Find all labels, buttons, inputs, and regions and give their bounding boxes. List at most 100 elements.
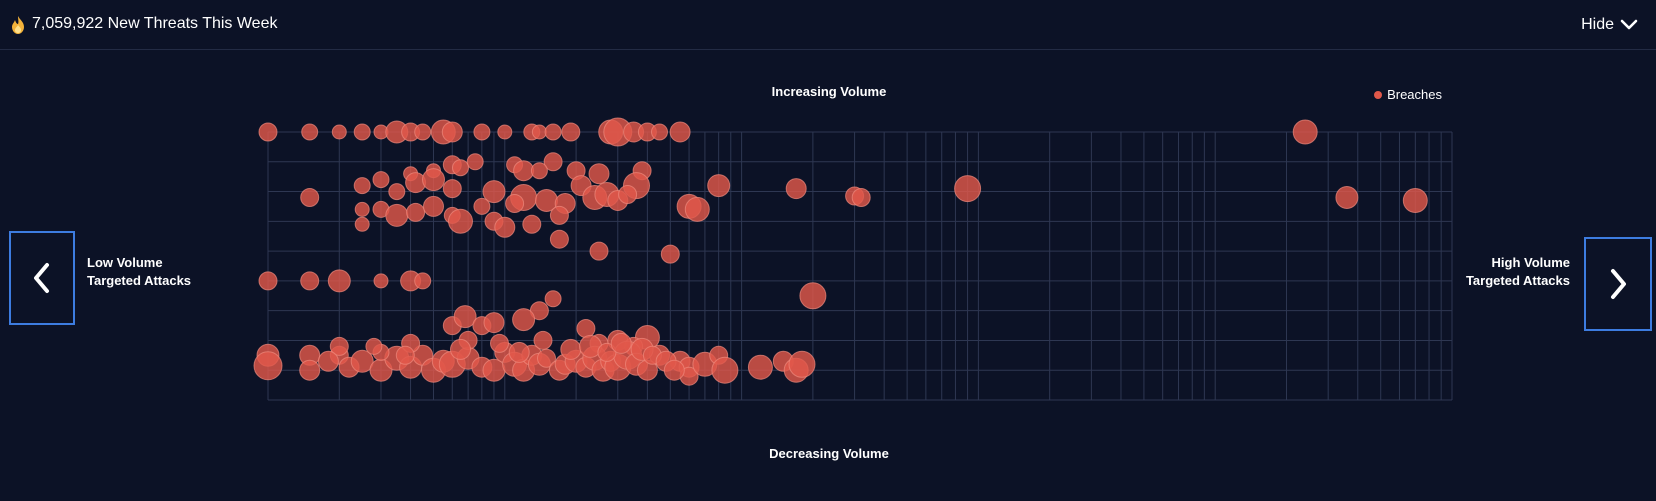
breach-bubble[interactable] [258,271,278,291]
breach-bubble[interactable] [560,338,582,360]
left-label-line-2: Targeted Attacks [87,273,192,288]
breach-bubble[interactable] [954,175,982,203]
breach-bubble[interactable] [1335,186,1359,209]
breach-bubble[interactable] [327,269,351,293]
breach-bubble[interactable] [660,244,680,264]
breach-bubble[interactable] [537,348,556,368]
breach-bubble[interactable] [373,273,389,289]
breach-bubble[interactable] [406,202,426,222]
breach-bubble[interactable] [482,180,506,204]
threats-title: 7,059,922 New Threats This Week [32,15,278,32]
breach-bubble[interactable] [414,272,432,290]
breach-bubble[interactable] [422,168,445,192]
breach-bubble[interactable] [588,163,610,185]
breach-bubble[interactable] [1402,188,1428,213]
breach-bubble[interactable] [331,124,347,140]
breach-bubble[interactable] [610,332,632,354]
breach-bubble[interactable] [530,162,548,180]
breach-bubble[interactable] [589,241,609,261]
breach-bubble[interactable] [513,160,535,182]
breach-bubble[interactable] [385,203,409,227]
breach-bubble[interactable] [354,216,370,232]
breach-bubble[interactable] [663,359,685,381]
breach-bubble[interactable] [300,271,320,291]
breach-bubble[interactable] [561,122,581,142]
breach-bubble[interactable] [851,188,871,207]
breach-bubble[interactable] [299,359,321,381]
breach-bubble[interactable] [494,216,516,238]
breach-bubble[interactable] [253,351,283,381]
breach-bubble[interactable] [473,197,491,215]
chevron-right-icon [1611,269,1626,299]
top-bar: 7,059,922 New Threats This Week Hide [0,0,1656,50]
breach-bubble[interactable] [543,152,563,172]
breach-bubble[interactable] [301,123,319,141]
next-button[interactable] [1584,237,1652,331]
breach-bubble[interactable] [522,214,542,234]
legend-label: Breaches [1387,87,1442,102]
hide-button[interactable]: Hide [1581,12,1638,38]
flame-icon [12,16,24,34]
chart-legend: Breaches [1374,87,1442,102]
breach-bubble[interactable] [482,358,506,382]
breach-bubble[interactable] [505,194,525,213]
breach-bubble[interactable] [353,177,371,195]
breach-bubble[interactable] [576,319,596,338]
breach-bubble[interactable] [531,124,547,140]
breach-bubble[interactable] [414,123,432,141]
legend-dot [1374,90,1383,99]
breach-bubble[interactable] [466,153,484,171]
breach-bubble[interactable] [317,350,339,372]
breach-bubble[interactable] [365,337,383,355]
breach-bubble[interactable] [423,195,444,217]
breach-bubble[interactable] [452,159,469,177]
breach-bubble[interactable] [544,290,562,308]
breach-bubble[interactable] [473,123,491,141]
right-label-line-2: Targeted Attacks [1465,273,1570,288]
breach-bubble[interactable] [669,121,691,143]
breach-bubble[interactable] [711,356,739,384]
right-side-label: High Volume Targeted Attacks [1466,254,1570,290]
breach-bubble[interactable] [497,124,513,140]
breach-bubble[interactable] [453,305,477,329]
breach-bubble[interactable] [372,171,390,189]
breach-bubble[interactable] [747,354,773,380]
chevron-down-icon [1620,19,1638,30]
top-axis-label: Increasing Volume [771,84,887,99]
chevron-left-icon [34,263,49,293]
breach-bubble[interactable] [651,123,668,141]
hide-label: Hide [1581,16,1614,33]
breach-bubble[interactable] [490,333,509,353]
left-label-line-1: Low Volume [87,255,163,270]
breach-bubble[interactable] [441,121,463,143]
breach-bubble[interactable] [549,205,569,225]
breach-bubble[interactable] [788,350,816,378]
breach-bubble[interactable] [353,123,371,141]
breach-bubble[interactable] [388,183,406,201]
breach-bubble[interactable] [258,122,278,142]
breach-bubble[interactable] [618,185,638,204]
breach-bubble[interactable] [533,330,553,350]
breach-bubble[interactable] [549,229,569,249]
breach-bubble[interactable] [785,178,807,200]
breach-bubble[interactable] [707,174,731,198]
breach-bubble[interactable] [448,208,473,234]
breach-bubble[interactable] [350,349,374,373]
breach-bubble[interactable] [354,201,370,217]
breach-bubble[interactable] [512,308,536,332]
right-label-line-1: High Volume [1491,255,1570,270]
breach-bubble[interactable] [329,336,349,356]
prev-button[interactable] [9,231,75,325]
breach-bubble[interactable] [684,196,710,222]
breach-bubble[interactable] [450,338,471,360]
breach-bubble[interactable] [1292,119,1318,145]
breach-bubble[interactable] [483,312,505,334]
breach-bubble[interactable] [544,123,562,141]
breach-bubble[interactable] [508,341,530,363]
breach-bubble[interactable] [395,345,415,365]
breach-bubble[interactable] [799,282,827,310]
left-side-label: Low Volume Targeted Attacks [87,254,191,290]
breach-bubble[interactable] [442,179,462,199]
breach-bubble[interactable] [300,188,320,207]
